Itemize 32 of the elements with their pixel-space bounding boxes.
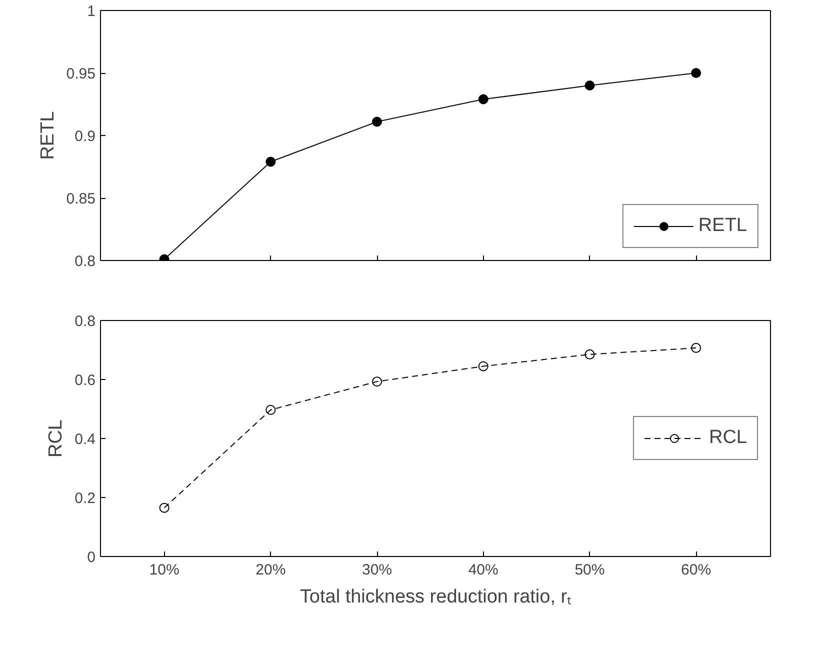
y-tick-label: 0.8 <box>74 313 96 330</box>
point <box>691 68 702 78</box>
y-axis-title: RETL <box>37 111 58 160</box>
y-tick-label: 0 <box>87 549 96 566</box>
point <box>584 80 595 90</box>
point <box>266 156 276 167</box>
y-tick-label: 0.6 <box>74 372 96 389</box>
point <box>478 361 488 372</box>
y-tick-label: 0.95 <box>66 66 96 82</box>
legend-label: RETL <box>698 215 747 237</box>
legend-label: RCL <box>708 427 747 449</box>
y-tick-label: 0.4 <box>74 431 96 448</box>
y-tick-label: 0.85 <box>66 190 96 208</box>
x-tick-label: 20% <box>256 562 286 578</box>
point <box>372 116 382 127</box>
point <box>478 94 488 104</box>
y-tick-label: 0.9 <box>74 128 96 145</box>
x-tick-label: 40% <box>468 562 498 578</box>
point <box>691 342 702 353</box>
y-tick-label: 0.2 <box>74 490 96 507</box>
y-tick-label: 0.8 <box>74 253 96 270</box>
point <box>159 502 170 513</box>
x-tick-label: 60% <box>681 562 712 578</box>
x-tick-label: 30% <box>362 562 392 578</box>
x-tick-label: 50% <box>574 562 605 578</box>
x-tick-label: 10% <box>149 562 180 578</box>
x-axis-title: Total thickness reduction ratio, rₜ <box>300 586 572 608</box>
point <box>372 376 382 387</box>
point <box>584 349 595 360</box>
y-axis-title: RCL <box>46 419 67 458</box>
point <box>266 404 276 415</box>
y-tick-label: 1 <box>87 3 96 20</box>
